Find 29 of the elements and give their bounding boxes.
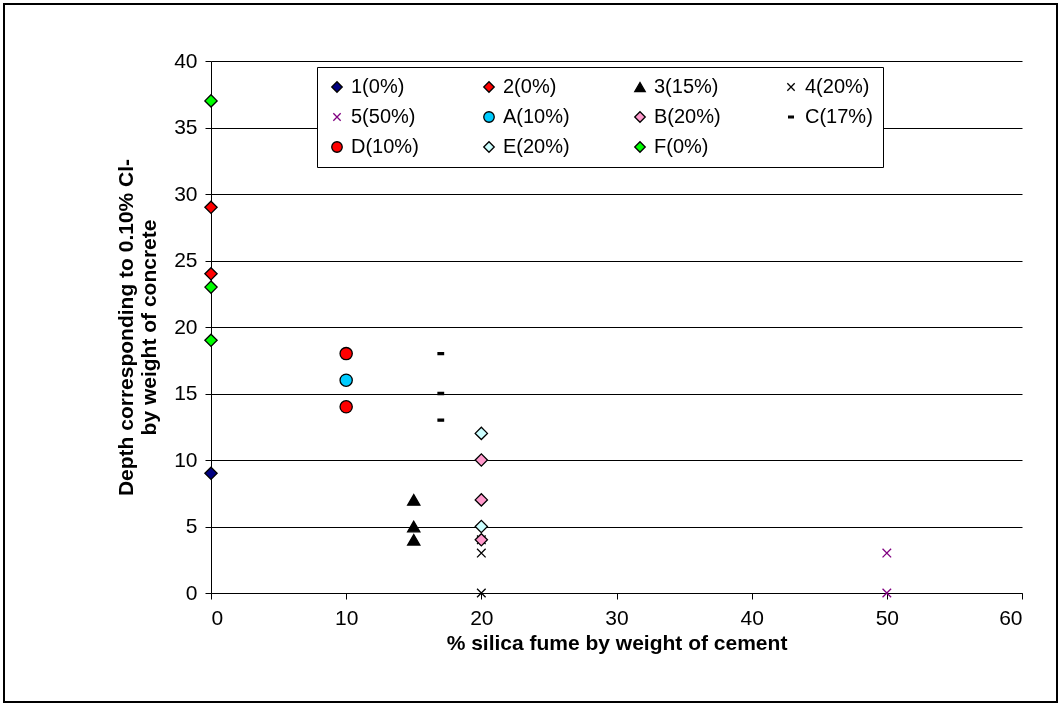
- legend-label: 3(15%): [654, 75, 719, 97]
- legend-label: 5(50%): [351, 105, 416, 127]
- x-tick-label: 40: [740, 605, 764, 629]
- legend-label: D(10%): [351, 135, 419, 157]
- y-tick-label: 40: [174, 48, 198, 72]
- x-tick-label: 60: [999, 605, 1023, 629]
- y-tick-label: 5: [185, 514, 198, 537]
- x-tick-label: 20: [470, 605, 494, 629]
- y-tick-label: 15: [174, 381, 198, 404]
- legend-label: C(17%): [805, 105, 873, 127]
- x-tick-label: 0: [211, 605, 224, 629]
- y-tick-label: 30: [174, 181, 198, 205]
- legend-label: 2(0%): [503, 75, 557, 97]
- x-tick-label: 50: [875, 605, 900, 629]
- legend-label: B(20%): [654, 105, 721, 127]
- legend-label: A(10%): [503, 105, 570, 127]
- y-axis-title: Depth corresponding to 0.10% Cl- by weight of concrete: [114, 158, 161, 497]
- legend-label: E(20%): [503, 135, 570, 157]
- x-axis-title: % silica fume by weight of cement: [446, 630, 788, 654]
- y-tick-label: 35: [174, 115, 198, 138]
- y-tick-label: 20: [174, 314, 198, 338]
- legend-label: 4(20%): [805, 75, 870, 97]
- y-tick-label: 25: [174, 248, 198, 271]
- x-tick-label: 10: [334, 605, 359, 629]
- legend-label: F(0%): [654, 135, 709, 157]
- x-tick-label: 30: [605, 605, 629, 629]
- legend-label: 1(0%): [351, 75, 405, 97]
- y-tick-label: 0: [185, 580, 198, 604]
- y-tick-label: 10: [174, 447, 198, 471]
